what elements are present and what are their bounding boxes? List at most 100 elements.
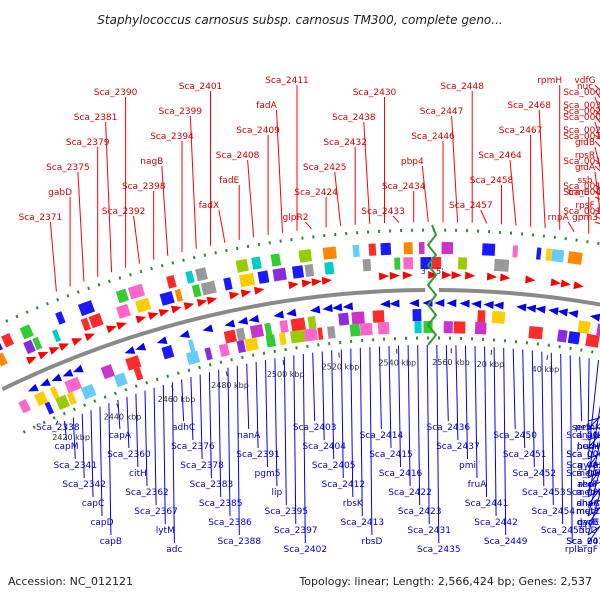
forward-arrow-45 [525, 275, 536, 284]
feature-block-r1-28 [403, 257, 413, 269]
reverse-arrow-48 [557, 307, 568, 316]
gene-label-bottom-17: Sca_2383 [190, 480, 234, 490]
gene-label-bottom-33: Sca_2413 [341, 518, 385, 528]
feature-block-r1-10 [116, 304, 131, 319]
reverse-arrow-3 [50, 374, 62, 385]
gene-label-top-55: Sca_0041 [563, 188, 600, 198]
gene-label-bottom-44: pmi [459, 461, 476, 471]
forward-arrow-13 [148, 309, 160, 319]
feature-block-r3-7 [134, 367, 144, 380]
gene-label-top-48: rpsF [575, 201, 594, 211]
feature-block-r1-12 [160, 291, 175, 306]
feature-block-r1-22 [324, 262, 334, 275]
bottom-gene-connector-28 [313, 353, 315, 421]
gene-label-top-14: Sca_2408 [216, 151, 260, 161]
feature-block-r2-17 [250, 324, 264, 338]
feature-block-r3-15 [244, 337, 258, 351]
feature-block-r3-24 [360, 323, 373, 336]
gene-label-top-8: nagB [140, 157, 163, 167]
gene-label-bottom-3: Sca_2342 [62, 480, 106, 490]
feature-block-r2-2 [50, 386, 60, 399]
gene-label-top-24: Sca_2433 [361, 207, 405, 217]
feature-block-r3-17 [279, 333, 287, 346]
feature-block-r2-4 [64, 377, 82, 394]
bottom-gene-connector-39 [418, 345, 420, 505]
feature-block-r3-6 [114, 372, 128, 387]
reverse-arrow-37 [434, 299, 444, 307]
feature-block-r0-27 [419, 242, 425, 254]
bottom-gene-connector-49 [513, 349, 515, 429]
forward-arrow-20 [229, 290, 240, 300]
feature-block-r0-9 [128, 284, 145, 300]
bottom-gene-connector-19 [228, 368, 230, 516]
top-gene-connector-26 [422, 166, 428, 222]
gene-label-top-11: Sca_2401 [179, 82, 223, 92]
feature-block-r1-34 [494, 259, 509, 272]
forward-arrow-49 [573, 281, 584, 290]
gene-label-top-15: Sca_2409 [236, 126, 280, 136]
gene-label-bottom-52: Sca_2453 [522, 488, 566, 498]
gene-labels: Sca_2371 gabD Sca_2375 Sca_2379 Sca_2381 Sca_… [19, 76, 600, 555]
reverse-arrow-45 [525, 304, 536, 313]
bottom-gene-connector-25 [284, 357, 286, 505]
reverse-arrow-1 [26, 384, 38, 395]
forward-arrow-4 [49, 344, 61, 355]
feature-block-r1-16 [223, 277, 232, 290]
gene-label-top-19: Sca_2424 [294, 188, 338, 198]
feature-block-r1-8 [89, 313, 104, 328]
gene-label-top-18: glpR2 [283, 213, 309, 223]
scale-tick-4 [283, 360, 284, 365]
scale-label-0: 2420 kbp [52, 433, 90, 442]
reverse-arrow-13 [156, 336, 168, 346]
forward-arrow-17 [197, 297, 209, 307]
gene-label-bottom-5: capD [90, 518, 113, 528]
gene-label-top-49: ssb [577, 176, 592, 186]
reverse-arrow-42 [493, 301, 504, 310]
gene-label-bottom-53: Sca_2454 [532, 507, 576, 517]
feature-block-r2-19 [279, 320, 289, 333]
feature-block-r3-20 [317, 327, 323, 339]
reverse-arrow-35 [409, 299, 419, 307]
feature-block-r1-19 [272, 268, 286, 282]
scale-label-4: 2500 kbp [267, 370, 305, 379]
feature-block-r2-16 [236, 328, 246, 341]
feature-block-r3-11 [186, 351, 200, 366]
feature-bands: 3' 5'2420 kbp2440 kbp2460 kbp2480 kbp2500… [0, 225, 600, 442]
reverse-arrow-46 [535, 305, 546, 314]
scale-label-9: 40 kbp [532, 365, 560, 374]
gene-label-top-30: Sca_2457 [449, 201, 493, 211]
reverse-arrow-24 [285, 309, 296, 318]
feature-block-r0-26 [404, 242, 413, 254]
gene-label-bottom-12: lytM [156, 526, 175, 536]
feature-block-r1-0 [0, 352, 8, 366]
topology-text: Topology: linear; Length: 2,566,424 bp; … [298, 575, 592, 588]
forward-arrow-14 [159, 306, 171, 316]
feature-block-r3-16 [266, 334, 277, 347]
gene-label-top-16: fadA [256, 101, 277, 111]
gene-label-bottom-19: Sca_2386 [208, 518, 252, 528]
gene-label-bottom-25: Sca_2395 [265, 507, 309, 517]
gene-label-bottom-46: Sca_2441 [465, 499, 509, 509]
feature-block-r0-39 [567, 251, 582, 265]
feature-block-r0-11 [166, 275, 177, 289]
bottom-gene-connector-42 [446, 345, 448, 421]
forward-arrow-22 [254, 285, 265, 295]
feature-block-r1-15 [201, 281, 217, 296]
bottom-gene-connector-26 [294, 355, 296, 524]
gene-label-top-53: vdfG [574, 76, 595, 86]
feature-block-r1-14 [192, 284, 202, 297]
feature-block-r2-25 [373, 310, 385, 323]
top-gene-connector-20 [335, 172, 341, 226]
forward-arrow-10 [116, 319, 128, 330]
feature-block-r3-14 [236, 340, 246, 353]
top-gene-connector-36 [568, 222, 574, 232]
feature-block-r0-32 [482, 243, 495, 256]
feature-block-r0-20 [299, 249, 313, 262]
top-gene-connector-2 [78, 172, 84, 282]
feature-block-r1-25 [363, 259, 372, 272]
gene-label-bottom-51: Sca_2452 [513, 469, 557, 479]
gene-label-bottom-50: Sca_2451 [503, 450, 547, 460]
gene-label-top-32: Sca_2464 [478, 151, 522, 161]
gene-label-bottom-34: rbsD [361, 537, 382, 547]
forward-arrow-38 [442, 271, 452, 279]
